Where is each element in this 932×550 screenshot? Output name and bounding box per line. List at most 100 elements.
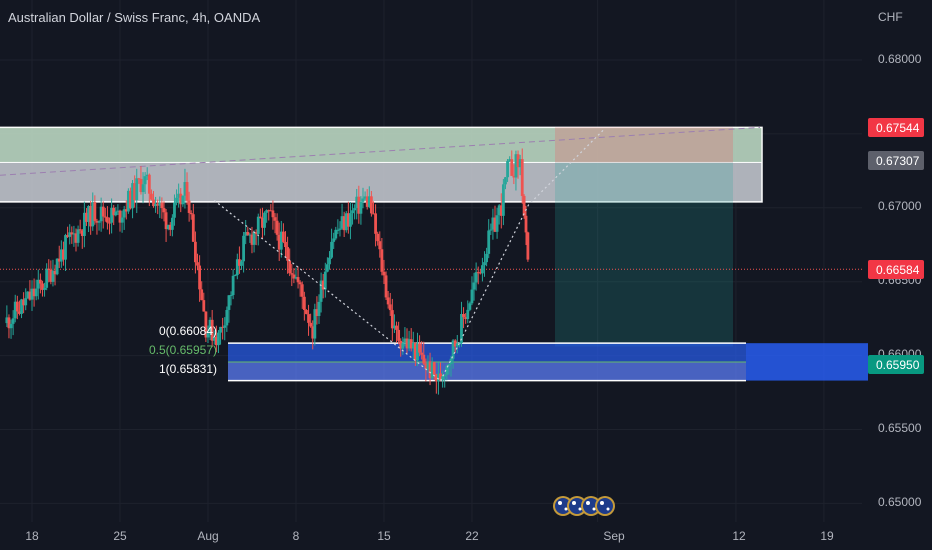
candle-body xyxy=(160,202,164,209)
short-position-reward-zone[interactable] xyxy=(555,162,733,347)
candle-body xyxy=(57,258,61,262)
target-zone-rect[interactable] xyxy=(0,126,763,163)
candle-body xyxy=(390,310,394,329)
australia-flag-icon[interactable] xyxy=(567,496,587,516)
candle-body xyxy=(416,343,419,361)
candle-body xyxy=(493,217,497,232)
candle-body xyxy=(338,228,342,230)
candle-body xyxy=(520,159,524,196)
candle-body xyxy=(28,291,32,300)
price-tick: 0.67000 xyxy=(878,199,922,213)
dashed-trend-line[interactable] xyxy=(0,126,761,176)
candle-body xyxy=(254,232,258,234)
fib-price-tag: 0.65950 xyxy=(876,358,920,372)
candle-body xyxy=(219,326,222,333)
economic-events[interactable] xyxy=(553,496,615,516)
candle-body xyxy=(489,229,493,231)
candle-body xyxy=(372,213,375,215)
candle-body xyxy=(478,272,482,274)
candle-body xyxy=(332,238,336,242)
candle-body xyxy=(18,311,21,314)
candle-body xyxy=(321,280,325,290)
candle-body xyxy=(512,175,516,178)
candle-body xyxy=(508,159,512,161)
time-axis[interactable]: 18 25 Aug 8 15 22 Sep 12 19 xyxy=(25,529,834,543)
time-tick: Sep xyxy=(603,529,625,543)
candle-body xyxy=(170,217,174,230)
candle-body xyxy=(292,274,296,279)
candle-body xyxy=(13,301,17,319)
supply-zone-rect[interactable] xyxy=(0,126,763,203)
price-axis-currency: CHF xyxy=(878,10,903,24)
candle-body xyxy=(284,241,287,248)
candle-body xyxy=(432,362,436,375)
chart-title: Australian Dollar / Swiss Franc, 4h, OAN… xyxy=(8,10,260,25)
candle-body xyxy=(175,197,178,203)
candle-body xyxy=(108,222,111,224)
candle-body xyxy=(141,184,145,193)
candle-body xyxy=(518,159,522,168)
price-tick: 0.65000 xyxy=(878,495,922,509)
candle-body xyxy=(382,271,386,276)
candle-body xyxy=(279,231,283,250)
candle-body xyxy=(64,235,67,260)
candle-body xyxy=(468,303,472,310)
time-tick: Aug xyxy=(197,529,218,543)
candle-body xyxy=(68,232,72,237)
candle-body xyxy=(319,280,323,302)
candle-body xyxy=(323,271,327,290)
candle-body xyxy=(173,202,176,218)
candle-body xyxy=(286,247,289,261)
candle-body xyxy=(453,340,457,347)
candle-body xyxy=(481,265,484,274)
candle-body xyxy=(80,230,84,236)
fib-zone-upper[interactable] xyxy=(228,343,746,362)
candle-body xyxy=(395,325,398,330)
candle-body xyxy=(418,343,421,353)
projection-path-up[interactable] xyxy=(439,129,605,381)
drawing-zones[interactable] xyxy=(0,126,868,382)
candle-body xyxy=(497,205,501,216)
candle-body xyxy=(296,277,300,283)
candle-body xyxy=(313,309,317,339)
candle-body xyxy=(336,229,340,231)
candle-body xyxy=(351,210,354,214)
fib-zone-extension[interactable] xyxy=(746,343,868,381)
candle-body xyxy=(242,235,245,262)
projection-path-down[interactable] xyxy=(213,199,441,382)
australia-flag-icon[interactable] xyxy=(553,496,573,516)
candle-body xyxy=(311,326,315,339)
candle-body xyxy=(185,182,189,201)
candle-body xyxy=(78,229,82,231)
candle-body xyxy=(510,159,514,176)
candle-body xyxy=(95,220,99,223)
candle-body xyxy=(223,325,227,328)
candle-body xyxy=(302,296,306,311)
candle-body xyxy=(147,174,151,194)
candle-body xyxy=(443,374,447,377)
candlestick-series xyxy=(5,148,530,395)
candle-body xyxy=(261,217,264,228)
candle-body xyxy=(9,323,13,329)
candle-body xyxy=(399,340,403,349)
candle-body xyxy=(51,270,55,282)
current-price-tag-bg xyxy=(868,260,924,279)
australia-flag-icon[interactable] xyxy=(581,496,601,516)
projection-path[interactable] xyxy=(213,129,605,382)
candle-body xyxy=(59,249,63,262)
candle-body xyxy=(256,216,260,234)
candle-body xyxy=(187,200,191,213)
candle-body xyxy=(152,199,155,207)
candle-body xyxy=(420,352,424,355)
candle-body xyxy=(405,338,409,349)
short-position-risk-zone[interactable] xyxy=(555,127,733,163)
fib-label-0.5: 0.5(0.65957) xyxy=(149,343,217,357)
price-axis[interactable]: CHF 0.68000 0.67500 0.67000 0.66500 0.66… xyxy=(868,10,924,509)
australia-flag-icon[interactable] xyxy=(595,496,615,516)
candle-body xyxy=(426,361,430,369)
candle-body xyxy=(524,215,528,233)
time-tick: 15 xyxy=(377,529,391,543)
candle-body xyxy=(15,301,19,312)
fib-zone-lower[interactable] xyxy=(228,361,746,381)
